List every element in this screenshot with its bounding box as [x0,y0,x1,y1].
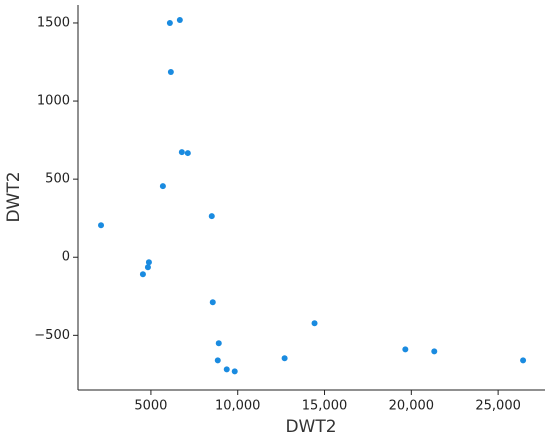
point [214,357,221,364]
x-tick-label: 5000 [134,399,167,414]
point [167,69,174,76]
point [184,150,191,157]
point [223,366,230,373]
point [178,149,185,156]
point [208,213,215,220]
y-tick-label: 500 [45,172,70,187]
point [281,355,288,362]
point [166,19,173,26]
point [176,16,183,23]
point [209,299,216,306]
y-axis-title: DWT2 [4,171,24,222]
point [159,183,166,190]
point [231,368,238,375]
x-axis-title: DWT2 [285,417,336,437]
x-tick-label: 25,000 [475,399,521,414]
x-tick-label: 15,000 [302,399,348,414]
point [139,271,146,278]
point [520,357,527,364]
point [144,264,151,271]
point [402,346,409,353]
y-tick-label: 1500 [37,15,70,30]
point [145,259,152,266]
point [215,340,222,347]
point [311,320,318,327]
y-tick-label: 0 [62,250,70,265]
x-tick-label: 20,000 [389,399,435,414]
point [98,222,105,229]
point [431,348,438,355]
x-tick-label: 10,000 [215,399,261,414]
y-tick-label: −500 [34,328,70,343]
y-tick-label: 1000 [37,94,70,109]
